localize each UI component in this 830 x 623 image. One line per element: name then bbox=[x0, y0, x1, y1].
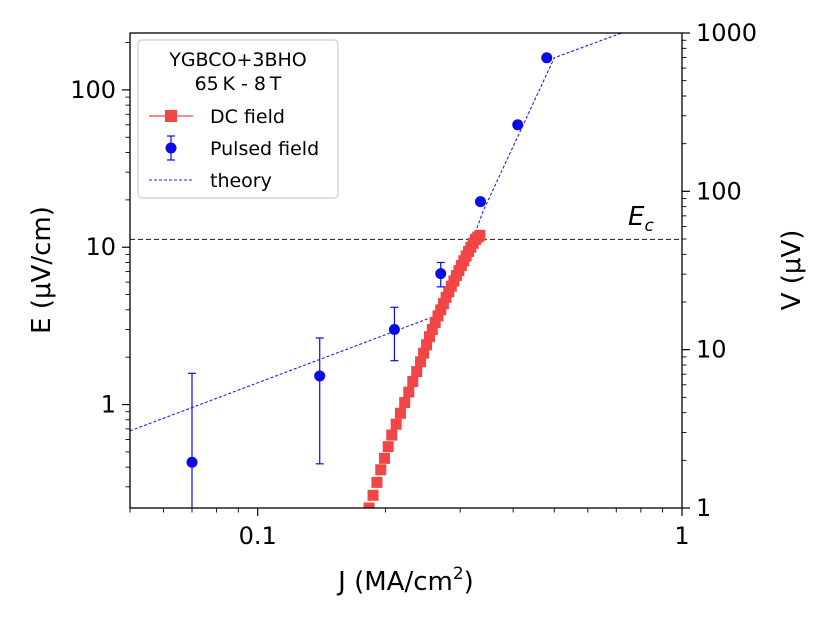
dc-point bbox=[418, 347, 430, 359]
y-axis-title-right: V (μV) bbox=[777, 230, 807, 311]
dc-point bbox=[411, 366, 423, 378]
dc-point bbox=[443, 286, 455, 298]
dc-point bbox=[426, 323, 438, 335]
legend-entry-pulsed: Pulsed field bbox=[210, 138, 319, 160]
dc-field-series bbox=[363, 229, 486, 508]
y-axis-title-left: E (μV/cm) bbox=[27, 206, 57, 334]
plot-frame bbox=[129, 32, 683, 509]
y2-tick-label: 1000 bbox=[696, 19, 757, 47]
dc-point bbox=[399, 397, 411, 409]
y-tick-label: 10 bbox=[85, 233, 116, 261]
y2-tick-label: 100 bbox=[696, 177, 742, 205]
pulsed-point bbox=[314, 370, 326, 382]
legend-entry-dc: DC field bbox=[210, 106, 285, 128]
dc-point bbox=[386, 429, 398, 441]
dc-point bbox=[371, 476, 383, 488]
dc-point bbox=[394, 407, 406, 419]
dc-point bbox=[407, 376, 419, 388]
pulsed-point bbox=[512, 119, 524, 131]
dc-point bbox=[421, 339, 433, 351]
pulsed-point bbox=[541, 52, 553, 64]
dc-point bbox=[432, 310, 444, 322]
legend-pulsed-marker bbox=[165, 142, 177, 154]
dc-point bbox=[415, 356, 427, 368]
pulsed-point bbox=[388, 323, 400, 335]
pulsed-point bbox=[435, 268, 447, 280]
legend-entry-theory: theory bbox=[210, 170, 272, 192]
dc-point bbox=[367, 489, 379, 501]
pulsed-point bbox=[186, 456, 198, 468]
dc-point bbox=[403, 386, 415, 398]
dc-point bbox=[437, 298, 449, 310]
dc-point bbox=[423, 331, 435, 343]
pulsed-point bbox=[474, 196, 486, 208]
legend-title-line1: YGBCO+3BHO bbox=[168, 49, 307, 71]
y2-tick-label: 10 bbox=[696, 336, 727, 364]
dc-point bbox=[474, 229, 486, 241]
y-tick-label: 1 bbox=[101, 391, 116, 419]
pulsed-field-series bbox=[186, 52, 553, 508]
dc-point bbox=[429, 317, 441, 329]
x-tick-label: 0.1 bbox=[239, 522, 277, 550]
dc-point bbox=[382, 441, 394, 453]
dc-point bbox=[435, 304, 447, 316]
legend-box bbox=[137, 39, 339, 199]
x-tick-label: 1 bbox=[674, 522, 689, 550]
dc-point bbox=[375, 464, 387, 476]
y2-tick-label: 1 bbox=[696, 494, 711, 522]
tick-marks bbox=[122, 32, 690, 516]
ec-annotation: Ec bbox=[628, 202, 654, 236]
x-axis-title: J (MA/cm2) bbox=[336, 564, 474, 597]
legend-title-line2: 65 K - 8 T bbox=[195, 73, 282, 95]
dc-point bbox=[390, 418, 402, 430]
dc-point bbox=[363, 502, 375, 508]
y-tick-label: 100 bbox=[70, 76, 116, 104]
legend: YGBCO+3BHO 65 K - 8 T DC field Pulsed fi… bbox=[137, 39, 339, 199]
legend-dc-marker bbox=[165, 110, 177, 122]
dc-point bbox=[379, 452, 391, 464]
